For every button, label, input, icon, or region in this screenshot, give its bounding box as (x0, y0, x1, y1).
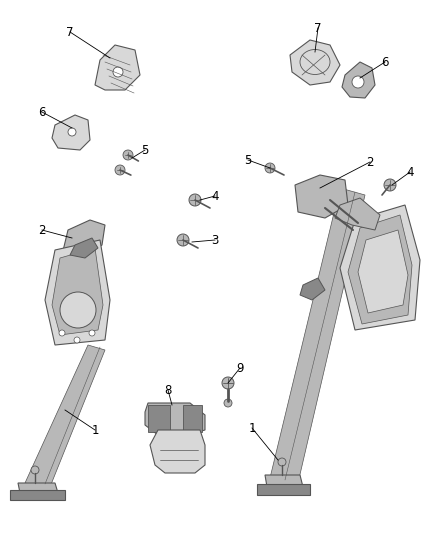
Circle shape (31, 466, 39, 474)
Polygon shape (52, 115, 90, 150)
Polygon shape (348, 215, 412, 324)
Polygon shape (70, 238, 98, 258)
Polygon shape (150, 430, 205, 473)
Text: 1: 1 (91, 424, 99, 437)
Circle shape (224, 399, 232, 407)
Circle shape (123, 150, 133, 160)
Polygon shape (145, 403, 205, 438)
Polygon shape (300, 278, 325, 300)
Polygon shape (95, 45, 140, 90)
Text: 2: 2 (38, 223, 46, 237)
Text: 7: 7 (314, 21, 322, 35)
Polygon shape (295, 175, 348, 218)
Circle shape (278, 458, 286, 466)
Circle shape (113, 67, 123, 77)
Circle shape (222, 377, 234, 389)
Text: 6: 6 (381, 55, 389, 69)
Polygon shape (290, 40, 340, 85)
Text: 5: 5 (244, 154, 252, 166)
Polygon shape (342, 62, 375, 98)
Text: 1: 1 (248, 422, 256, 434)
Polygon shape (358, 230, 408, 313)
Circle shape (189, 194, 201, 206)
Polygon shape (10, 490, 65, 500)
Polygon shape (25, 345, 105, 487)
Polygon shape (340, 205, 420, 330)
Text: 8: 8 (164, 384, 172, 397)
Circle shape (89, 330, 95, 336)
Polygon shape (257, 484, 310, 495)
Polygon shape (335, 198, 380, 230)
Circle shape (265, 163, 275, 173)
Circle shape (352, 76, 364, 88)
Text: 9: 9 (236, 361, 244, 375)
Polygon shape (183, 405, 202, 432)
Text: 7: 7 (66, 26, 74, 38)
Polygon shape (45, 240, 110, 345)
Polygon shape (18, 483, 58, 493)
Polygon shape (270, 188, 365, 483)
Circle shape (384, 179, 396, 191)
Circle shape (177, 234, 189, 246)
Polygon shape (62, 220, 105, 260)
Polygon shape (148, 405, 170, 432)
Text: 5: 5 (141, 143, 148, 157)
Polygon shape (52, 248, 103, 335)
Text: 4: 4 (211, 190, 219, 203)
Circle shape (74, 337, 80, 343)
Circle shape (115, 165, 125, 175)
Circle shape (59, 330, 65, 336)
Circle shape (68, 128, 76, 136)
Text: 3: 3 (211, 233, 219, 246)
Text: 4: 4 (406, 166, 414, 179)
Circle shape (60, 292, 96, 328)
Ellipse shape (300, 50, 330, 75)
Text: 2: 2 (366, 156, 374, 168)
Text: 6: 6 (38, 106, 46, 118)
Polygon shape (265, 475, 303, 487)
